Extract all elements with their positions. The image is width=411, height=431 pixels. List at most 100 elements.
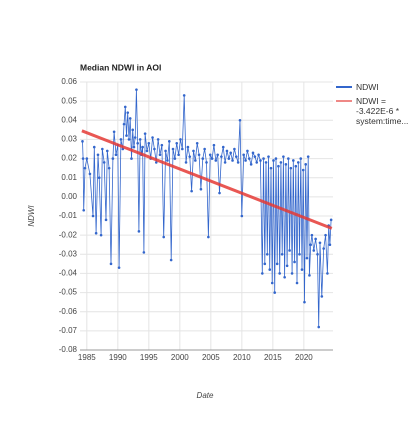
- data-point: [267, 155, 270, 158]
- data-point: [154, 161, 158, 164]
- y-tick-label: -0.07: [59, 326, 78, 335]
- data-point: [326, 272, 329, 275]
- y-tick-label: -0.01: [59, 211, 78, 220]
- chart-title: Median NDWI in AOI: [80, 62, 161, 72]
- data-point: [179, 138, 182, 141]
- data-point: [247, 157, 251, 160]
- data-point: [303, 300, 306, 304]
- data-point: [164, 149, 167, 153]
- data-point: [126, 111, 130, 114]
- data-point: [293, 260, 296, 264]
- data-point: [264, 161, 268, 164]
- data-point: [171, 147, 175, 151]
- data-point: [306, 155, 310, 158]
- y-tick-label: -0.04: [59, 269, 78, 278]
- data-point: [101, 147, 104, 151]
- data-point: [261, 272, 264, 275]
- y-tick-label: 0.05: [61, 96, 77, 105]
- data-point: [304, 163, 308, 166]
- data-point: [300, 268, 304, 271]
- data-point: [287, 157, 290, 160]
- data-point: [322, 247, 325, 250]
- y-axis-label: NDWI: [27, 205, 36, 227]
- data-point: [96, 153, 100, 157]
- data-point: [284, 163, 288, 166]
- x-tick-label: 2005: [202, 353, 220, 362]
- x-tick-label: 2000: [171, 353, 189, 362]
- data-point: [81, 157, 85, 160]
- y-tick-label: -0.05: [59, 288, 78, 297]
- data-point: [123, 105, 127, 109]
- data-point: [305, 256, 309, 260]
- data-point: [270, 281, 274, 285]
- trend-line: [81, 129, 333, 230]
- data-point: [81, 140, 84, 143]
- data-point: [231, 159, 234, 162]
- y-tick-label: 0.04: [61, 115, 77, 124]
- data-point: [167, 140, 171, 143]
- data-point: [141, 145, 144, 149]
- data-point: [184, 161, 188, 164]
- data-point: [175, 141, 179, 145]
- data-point: [301, 168, 305, 172]
- data-point: [218, 191, 221, 195]
- data-point: [91, 214, 95, 218]
- data-point: [205, 161, 208, 164]
- data-point: [173, 157, 177, 160]
- x-axis-label: Date: [197, 391, 214, 400]
- data-point: [199, 187, 203, 191]
- data-point: [156, 138, 160, 141]
- data-point: [82, 208, 86, 212]
- data-point: [233, 147, 236, 151]
- data-point: [274, 157, 278, 160]
- data-point: [265, 252, 269, 256]
- data-line: [82, 89, 332, 328]
- data-point: [240, 214, 244, 218]
- data-point: [99, 233, 103, 237]
- x-tick-label: 2010: [233, 353, 251, 362]
- data-point: [295, 281, 299, 285]
- data-point: [210, 157, 214, 160]
- data-point: [328, 243, 332, 247]
- data-point: [192, 149, 195, 153]
- data-point: [114, 153, 118, 157]
- data-point: [246, 149, 249, 153]
- data-point: [292, 159, 295, 162]
- x-tick-label: 2020: [295, 353, 313, 362]
- data-point: [128, 117, 132, 120]
- legend: NDWI NDWI = -3.422E-6 * system:time...: [336, 82, 408, 130]
- data-point: [197, 153, 201, 157]
- y-tick-label: 0.02: [61, 154, 77, 163]
- data-point: [244, 159, 247, 162]
- data-point: [135, 88, 138, 91]
- data-point: [278, 272, 281, 275]
- data-point: [166, 159, 169, 162]
- data-point: [111, 157, 115, 160]
- data-point: [257, 153, 260, 157]
- data-point: [147, 141, 151, 145]
- data-point: [85, 157, 89, 160]
- data-point: [277, 164, 280, 168]
- data-point: [298, 252, 301, 256]
- data-point: [143, 132, 147, 135]
- data-point: [182, 94, 186, 97]
- data-point: [133, 136, 137, 139]
- y-tick-label: 0.06: [61, 77, 77, 86]
- data-point: [125, 134, 128, 137]
- y-tick-label: -0.02: [59, 230, 78, 239]
- y-tick-label: -0.03: [59, 249, 78, 258]
- data-point: [253, 155, 257, 158]
- y-tick-label: 0.03: [61, 135, 77, 144]
- data-point: [272, 159, 275, 162]
- data-point: [299, 157, 303, 160]
- x-tick-label: 1990: [109, 353, 127, 362]
- data-point: [169, 258, 173, 262]
- data-point: [312, 249, 316, 252]
- data-point: [275, 262, 279, 266]
- data-point: [97, 176, 101, 180]
- data-point: [324, 233, 327, 237]
- data-point: [285, 264, 289, 268]
- data-point: [255, 161, 259, 164]
- legend-swatch: [336, 86, 352, 88]
